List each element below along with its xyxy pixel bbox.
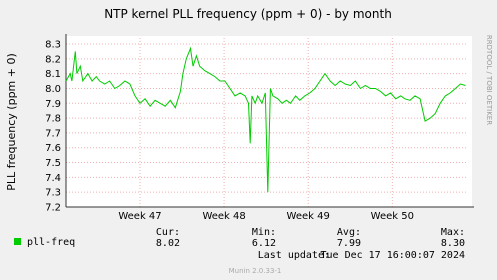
x-tick-label: Week 48 [202, 211, 245, 222]
y-axis-label: PLL frequency (ppm + 0) [5, 53, 18, 191]
y-tick-label: 8.0 [45, 84, 61, 95]
data-line [65, 46, 466, 193]
y-tick-label: 7.5 [45, 158, 61, 169]
plot-area [66, 36, 472, 207]
legend-header: Max: [441, 227, 465, 238]
legend-value: 8.30 [441, 238, 465, 249]
legend-header: Cur: [156, 227, 180, 238]
watermark: RRDTOOL / TOBI OETIKER [485, 35, 493, 125]
y-tick-label: 7.9 [45, 99, 61, 110]
y-tick-label: 8.3 [45, 40, 61, 51]
chart-title: NTP kernel PLL frequency (ppm + 0) - by … [104, 7, 392, 21]
legend-header: Min: [252, 227, 276, 238]
y-tick-label: 7.8 [45, 114, 61, 125]
y-tick-label: 7.7 [45, 128, 61, 139]
version: Munin 2.0.33-1 [229, 267, 282, 275]
legend-value: 7.99 [337, 238, 361, 249]
last-update-label: Last update: [258, 250, 330, 261]
legend-value: 8.02 [156, 238, 180, 249]
legend-swatch [14, 238, 21, 245]
legend-value: 6.12 [252, 238, 276, 249]
x-tick-label: Week 50 [371, 211, 414, 222]
last-update: Tue Dec 17 16:00:07 2024 [321, 250, 466, 261]
x-tick-label: Week 47 [118, 211, 161, 222]
y-tick-label: 7.4 [45, 173, 61, 184]
legend-label: pll-freq [27, 237, 75, 248]
x-tick-label: Week 49 [287, 211, 330, 222]
y-tick-label: 8.1 [45, 69, 61, 80]
y-tick-label: 8.2 [45, 54, 61, 65]
y-tick-label: 7.6 [45, 143, 61, 154]
legend-header: Avg: [337, 227, 361, 238]
y-tick-label: 7.2 [45, 203, 61, 214]
y-tick-label: 7.3 [45, 188, 61, 199]
